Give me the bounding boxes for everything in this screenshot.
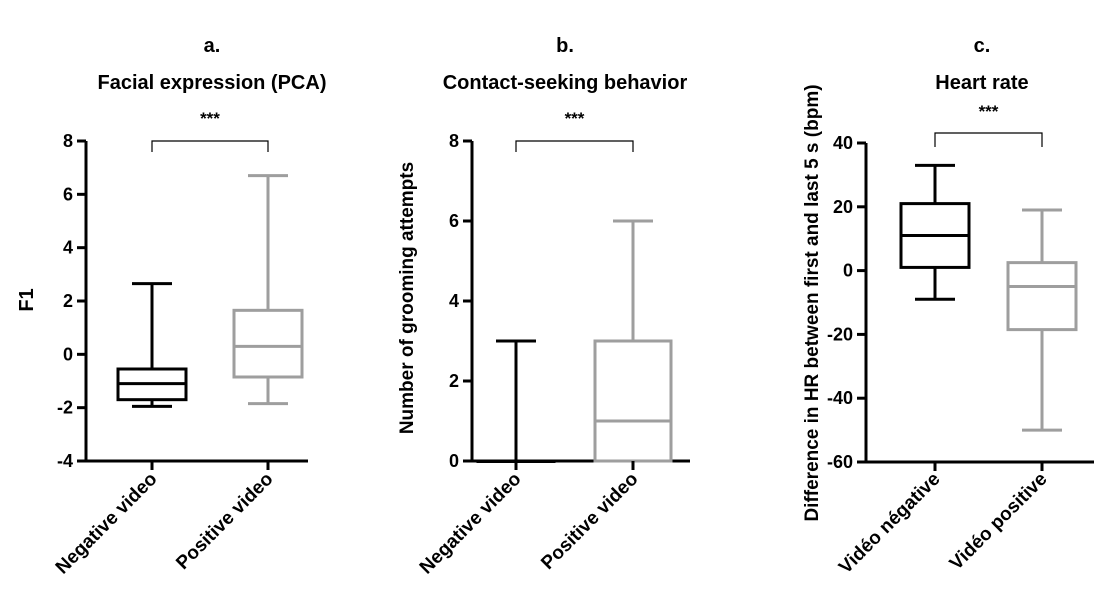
y-tick-label: 40: [833, 133, 853, 153]
box-second: [1006, 208, 1078, 432]
significance-stars: ***: [200, 109, 220, 128]
y-tick-label: 0: [63, 344, 73, 364]
chart-title: Contact-seeking behavior: [443, 72, 688, 94]
x-tick-label: Negative video: [52, 469, 162, 579]
y-tick-label: 2: [449, 371, 459, 391]
panel-letter: a.: [204, 35, 221, 57]
y-tick-label: 0: [843, 261, 853, 281]
panel-b: b. Contact-seeking behavior Number of groo…: [397, 35, 690, 578]
iqr-box: [232, 308, 304, 379]
y-tick-label: 6: [63, 184, 73, 204]
y-tick-label: 2: [63, 291, 73, 311]
y-tick-label: 6: [449, 211, 459, 231]
box-second: [232, 174, 304, 406]
y-tick-label: 4: [449, 291, 459, 311]
x-tick-label: Vidéo négative: [835, 469, 944, 578]
panel-c: c. Heart rate Difference in HR between fir…: [802, 35, 1094, 578]
significance-stars: ***: [979, 102, 999, 121]
x-tick-label: Positive video: [537, 469, 642, 574]
y-axis-label: F1: [16, 288, 38, 311]
x-tick-label: Positive video: [172, 469, 277, 574]
y-tick-label: 0: [449, 451, 459, 471]
significance-bracket: [934, 132, 1043, 147]
iqr-box: [593, 339, 673, 463]
y-tick-label: 20: [833, 197, 853, 217]
y-axis-label: Difference in HR between first and last …: [802, 84, 823, 521]
iqr-box: [1006, 261, 1078, 332]
y-axis-label: Number of grooming attempts: [397, 162, 418, 434]
panel-letter: c.: [974, 35, 991, 57]
x-tick-label: Negative video: [416, 469, 526, 579]
chart-title: Heart rate: [935, 72, 1028, 94]
y-tick-label: 4: [63, 238, 73, 258]
significance-bracket: [151, 140, 269, 152]
significance-stars: ***: [565, 109, 585, 128]
y-tick-label: -20: [827, 324, 853, 344]
panel-letter: b.: [556, 35, 574, 57]
box-first: [116, 282, 188, 408]
y-tick-label: 8: [449, 131, 459, 151]
y-tick-label: 8: [63, 131, 73, 151]
panel-a: a. Facial expression (PCA) F1 -4 -2 0 2 4 6 8 Nega…: [16, 35, 326, 578]
box-first: [476, 339, 556, 463]
y-tick-label: -60: [827, 452, 853, 472]
box-first: [899, 163, 971, 301]
chart-title: Facial expression (PCA): [98, 72, 327, 94]
y-tick-label: -2: [57, 398, 73, 418]
box-second: [593, 219, 673, 463]
x-tick-label: Vidéo positive: [946, 469, 1052, 575]
y-tick-label: -4: [57, 451, 73, 471]
y-tick-label: -40: [827, 388, 853, 408]
significance-bracket: [515, 140, 634, 152]
